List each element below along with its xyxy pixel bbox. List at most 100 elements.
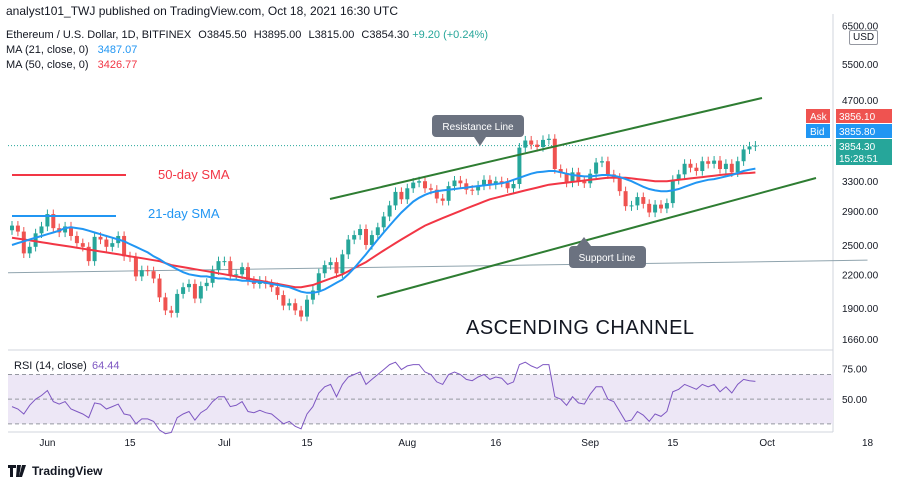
candle-body bbox=[664, 203, 669, 209]
candle-body bbox=[346, 239, 351, 255]
bid-value-tag: 3855.80 bbox=[839, 127, 876, 138]
price-tick-label: 5500.00 bbox=[842, 60, 879, 71]
long-term-baseline bbox=[7, 259, 868, 274]
candle-body bbox=[706, 161, 711, 164]
chart-legend: Ethereum / U.S. Dollar, 1D, BITFINEX O38… bbox=[6, 28, 488, 73]
rsi-tick-label: 75.00 bbox=[842, 364, 867, 375]
countdown-tag: 15:28:51 bbox=[839, 154, 878, 165]
candle-body bbox=[735, 161, 740, 173]
candle-body bbox=[299, 310, 304, 317]
candle-body bbox=[470, 189, 475, 191]
ohlc-high: H3895.00 bbox=[253, 29, 302, 41]
candle-body bbox=[293, 303, 298, 311]
rsi-tick-label: 50.00 bbox=[842, 395, 867, 406]
candle-body bbox=[387, 205, 392, 217]
candle-body bbox=[275, 287, 280, 296]
candle-body bbox=[169, 310, 174, 313]
candle-body bbox=[588, 173, 593, 184]
ohlc-open: O3845.50 bbox=[198, 29, 247, 41]
candle-body bbox=[558, 169, 563, 174]
candle-body bbox=[33, 233, 38, 247]
candle-body bbox=[541, 139, 545, 148]
ma21-value: 3487.07 bbox=[97, 44, 138, 56]
price-tick-label: 2500.00 bbox=[842, 241, 879, 252]
candle-body bbox=[594, 162, 599, 174]
currency-badge[interactable]: USD bbox=[849, 30, 879, 45]
support-line bbox=[376, 177, 817, 298]
candle-body bbox=[216, 261, 221, 271]
candle-body bbox=[493, 181, 498, 185]
candle-body bbox=[228, 261, 233, 276]
candle-body bbox=[39, 226, 44, 234]
candle-body bbox=[151, 271, 156, 279]
pattern-annotation: ASCENDING CHANNEL bbox=[466, 317, 695, 339]
candle-body bbox=[334, 262, 339, 274]
candle-body bbox=[80, 243, 85, 247]
candle-body bbox=[464, 183, 469, 190]
candle-body bbox=[718, 160, 722, 170]
candle-body bbox=[163, 297, 168, 311]
rsi-legend-value: 64.44 bbox=[92, 360, 120, 372]
candle-body bbox=[10, 225, 14, 231]
candle-body bbox=[564, 173, 569, 183]
candle-body bbox=[499, 181, 504, 183]
candle-body bbox=[546, 138, 551, 140]
candle-body bbox=[753, 145, 758, 147]
candle-body bbox=[322, 265, 327, 274]
candle-body bbox=[375, 227, 380, 236]
candle-body bbox=[635, 197, 640, 206]
price-tick-label: 2200.00 bbox=[842, 270, 879, 281]
ma21-legend-row[interactable]: MA (21, close, 0) 3487.07 bbox=[6, 43, 488, 58]
ohlc-low: L3815.00 bbox=[308, 29, 355, 41]
candle-body bbox=[653, 204, 658, 213]
price-tick-label: 4700.00 bbox=[842, 96, 879, 107]
resistance-line bbox=[329, 97, 763, 200]
candle-body bbox=[411, 182, 416, 189]
candle-body bbox=[487, 179, 492, 185]
candle-body bbox=[145, 270, 150, 272]
symbol-row: Ethereum / U.S. Dollar, 1D, BITFINEX O38… bbox=[6, 28, 488, 43]
time-tick-label: Oct bbox=[759, 438, 775, 449]
ma50-legend-row[interactable]: MA (50, close, 0) 3426.77 bbox=[6, 58, 488, 73]
time-tick-label: 16 bbox=[490, 438, 502, 449]
candle-body bbox=[86, 246, 91, 262]
candle-body bbox=[417, 181, 422, 183]
price-tick-label: 3300.00 bbox=[842, 177, 879, 188]
candle-body bbox=[122, 235, 127, 257]
candle-body bbox=[287, 303, 292, 306]
candle-body bbox=[729, 163, 734, 173]
candle-body bbox=[21, 231, 26, 254]
candle-body bbox=[92, 236, 97, 262]
sma21-annotation: 21-day SMA bbox=[148, 206, 220, 221]
time-tick-label: 18 bbox=[862, 438, 874, 449]
candle-body bbox=[45, 214, 50, 227]
symbol-name[interactable]: Ethereum / U.S. Dollar, 1D, BITFINEX bbox=[6, 29, 192, 41]
candle-body bbox=[63, 226, 68, 233]
candle-body bbox=[434, 189, 439, 199]
ohlc-values: O3845.50 H3895.00 L3815.00 C3854.30 +9.2… bbox=[194, 29, 488, 41]
candle-body bbox=[440, 198, 445, 201]
candle-body bbox=[222, 261, 227, 263]
candle-body bbox=[393, 191, 398, 206]
candle-body bbox=[269, 283, 274, 288]
candle-body bbox=[110, 243, 115, 247]
ohlc-change: +9.20 (+0.24%) bbox=[412, 29, 489, 41]
candle-body bbox=[246, 267, 250, 281]
rsi-line bbox=[11, 361, 756, 435]
price-tick-label: 6500.00 bbox=[842, 22, 879, 33]
candle-body bbox=[364, 229, 368, 245]
time-tick-label: 15 bbox=[667, 438, 679, 449]
candle-body bbox=[511, 184, 516, 189]
candle-body bbox=[358, 229, 363, 236]
rsi-legend-label: RSI (14, close) bbox=[14, 360, 87, 372]
candle-body bbox=[305, 299, 309, 317]
candle-body bbox=[175, 293, 180, 313]
candle-body bbox=[458, 180, 463, 184]
price-tick-label: 1660.00 bbox=[842, 335, 879, 346]
candle-body bbox=[529, 140, 534, 145]
candle-body bbox=[157, 278, 162, 298]
candle-body bbox=[240, 267, 245, 275]
footer-brand[interactable]: TradingView bbox=[8, 464, 102, 478]
time-tick-label: Aug bbox=[398, 438, 416, 449]
